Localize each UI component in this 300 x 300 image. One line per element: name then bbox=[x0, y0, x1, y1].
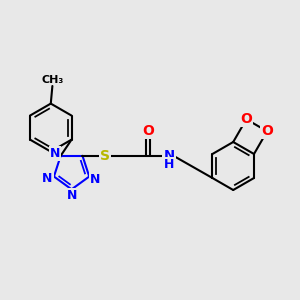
Text: O: O bbox=[261, 124, 273, 138]
Text: O: O bbox=[240, 112, 252, 126]
Text: N: N bbox=[66, 189, 77, 202]
Text: CH₃: CH₃ bbox=[41, 75, 64, 85]
Text: S: S bbox=[100, 149, 110, 163]
Text: N: N bbox=[163, 149, 175, 162]
Text: N: N bbox=[50, 147, 60, 160]
Text: H: H bbox=[164, 158, 174, 171]
Text: N: N bbox=[42, 172, 53, 184]
Text: O: O bbox=[142, 124, 154, 138]
Text: N: N bbox=[90, 172, 100, 186]
